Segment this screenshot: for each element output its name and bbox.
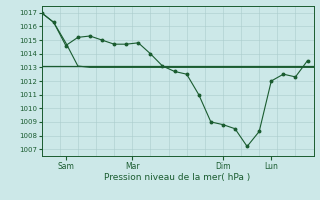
X-axis label: Pression niveau de la mer( hPa ): Pression niveau de la mer( hPa )	[104, 173, 251, 182]
